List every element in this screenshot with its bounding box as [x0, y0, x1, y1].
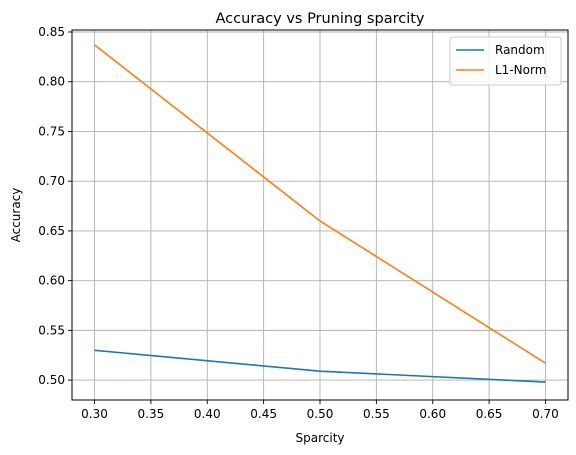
x-tick-label: 0.45	[250, 407, 277, 421]
y-tick-label: 0.70	[38, 174, 65, 188]
x-tick-label: 0.65	[476, 407, 503, 421]
axis-ticks: 0.30 0.35 0.40 0.45 0.50 0.55 0.60 0.65 0.70 0.50…	[38, 25, 559, 421]
legend-label: Random	[495, 43, 545, 57]
series-line-random	[94, 349, 546, 383]
y-axis-label: Accuracy	[9, 188, 23, 243]
y-tick-label: 0.80	[38, 75, 65, 89]
x-tick-label: 0.35	[138, 407, 165, 421]
y-tick-label: 0.55	[38, 323, 65, 337]
x-tick-label: 0.55	[363, 407, 390, 421]
chart-title: Accuracy vs Pruning sparcity	[216, 11, 425, 27]
x-axis-label: Sparcity	[296, 431, 345, 445]
x-tick-label: 0.30	[81, 407, 108, 421]
y-tick-label: 0.65	[38, 224, 65, 238]
legend-box	[449, 36, 562, 86]
x-tick-label: 0.40	[194, 407, 221, 421]
series-line-l1-norm	[94, 44, 546, 364]
series-lines	[94, 44, 546, 383]
grid	[72, 30, 568, 400]
x-tick-label: 0.60	[419, 407, 446, 421]
legend: Random L1-Norm	[449, 36, 562, 86]
y-tick-label: 0.60	[38, 274, 65, 288]
legend-label: L1-Norm	[495, 63, 546, 77]
x-tick-label: 0.70	[532, 407, 559, 421]
y-tick-label: 0.85	[38, 25, 65, 39]
y-tick-label: 0.75	[38, 124, 65, 138]
x-tick-label: 0.50	[307, 407, 334, 421]
y-tick-label: 0.50	[38, 373, 65, 387]
